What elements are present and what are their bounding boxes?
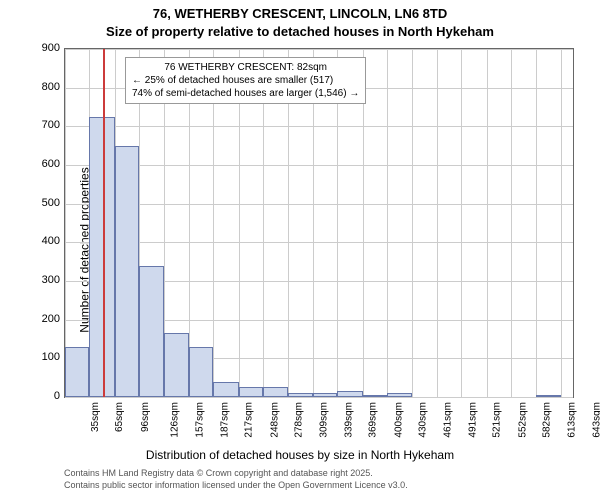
- histogram-bar: [313, 393, 337, 397]
- histogram-bar: [164, 333, 188, 397]
- y-tick: 400: [42, 235, 60, 247]
- grid-line: [65, 242, 573, 243]
- grid-line: [511, 49, 512, 397]
- x-tick: 35sqm: [90, 402, 101, 432]
- grid-line: [65, 49, 66, 397]
- grid-line: [387, 49, 388, 397]
- x-tick: 65sqm: [114, 402, 125, 432]
- histogram-bar: [89, 117, 114, 397]
- x-tick: 217sqm: [244, 402, 255, 438]
- histogram-bar: [139, 266, 164, 397]
- grid-line: [487, 49, 488, 397]
- annotation-property: 76 WETHERBY CRESCENT: 82sqm: [132, 61, 359, 74]
- histogram-bar: [239, 387, 263, 397]
- x-tick: 430sqm: [418, 402, 429, 438]
- x-tick: 643sqm: [591, 402, 600, 438]
- plot-area: 76 WETHERBY CRESCENT: 82sqm ← 25% of det…: [64, 48, 574, 398]
- footer-line2: Contains public sector information licen…: [64, 480, 408, 492]
- grid-line: [65, 49, 573, 50]
- grid-line: [65, 165, 573, 166]
- histogram-bar: [115, 146, 139, 397]
- x-tick: 96sqm: [140, 402, 151, 432]
- histogram-bar: [387, 393, 412, 397]
- x-axis-label: Distribution of detached houses by size …: [0, 448, 600, 462]
- annotation-smaller: ← 25% of detached houses are smaller (51…: [132, 74, 359, 87]
- histogram-bar: [288, 393, 312, 397]
- x-tick: 339sqm: [343, 402, 354, 438]
- x-tick: 461sqm: [443, 402, 454, 438]
- x-tick: 187sqm: [220, 402, 231, 438]
- attribution-footer: Contains HM Land Registry data © Crown c…: [64, 468, 408, 491]
- x-tick: 521sqm: [492, 402, 503, 438]
- x-tick: 278sqm: [294, 402, 305, 438]
- histogram-bar: [213, 382, 238, 397]
- histogram-bar: [536, 395, 560, 397]
- histogram-bar: [337, 391, 362, 397]
- grid-line: [65, 204, 573, 205]
- y-tick: 500: [42, 197, 60, 209]
- chart-title-address: 76, WETHERBY CRESCENT, LINCOLN, LN6 8TD: [0, 6, 600, 21]
- histogram-bar: [363, 395, 387, 397]
- x-tick: 400sqm: [393, 402, 404, 438]
- chart-title-description: Size of property relative to detached ho…: [0, 24, 600, 39]
- y-tick: 0: [54, 390, 60, 402]
- histogram-chart: 76, WETHERBY CRESCENT, LINCOLN, LN6 8TD …: [0, 0, 600, 500]
- property-marker-line: [103, 49, 105, 397]
- y-tick: 100: [42, 351, 60, 363]
- histogram-bar: [263, 387, 288, 397]
- annotation-box: 76 WETHERBY CRESCENT: 82sqm ← 25% of det…: [125, 57, 366, 104]
- y-tick: 600: [42, 158, 60, 170]
- y-tick: 800: [42, 81, 60, 93]
- y-tick: 300: [42, 274, 60, 286]
- x-tick: 369sqm: [368, 402, 379, 438]
- grid-line: [561, 49, 562, 397]
- y-tick: 900: [42, 42, 60, 54]
- x-tick: 126sqm: [170, 402, 181, 438]
- x-tick: 248sqm: [269, 402, 280, 438]
- grid-line: [412, 49, 413, 397]
- histogram-bar: [189, 347, 213, 397]
- grid-line: [437, 49, 438, 397]
- x-tick: 552sqm: [517, 402, 528, 438]
- x-tick: 309sqm: [319, 402, 330, 438]
- grid-line: [65, 397, 573, 398]
- annotation-larger: 74% of semi-detached houses are larger (…: [132, 87, 359, 100]
- y-tick: 200: [42, 313, 60, 325]
- x-tick: 582sqm: [542, 402, 553, 438]
- x-tick: 157sqm: [195, 402, 206, 438]
- x-tick: 613sqm: [567, 402, 578, 438]
- grid-line: [65, 126, 573, 127]
- grid-line: [461, 49, 462, 397]
- y-tick: 700: [42, 119, 60, 131]
- x-tick: 491sqm: [467, 402, 478, 438]
- footer-line1: Contains HM Land Registry data © Crown c…: [64, 468, 408, 480]
- grid-line: [536, 49, 537, 397]
- histogram-bar: [65, 347, 89, 397]
